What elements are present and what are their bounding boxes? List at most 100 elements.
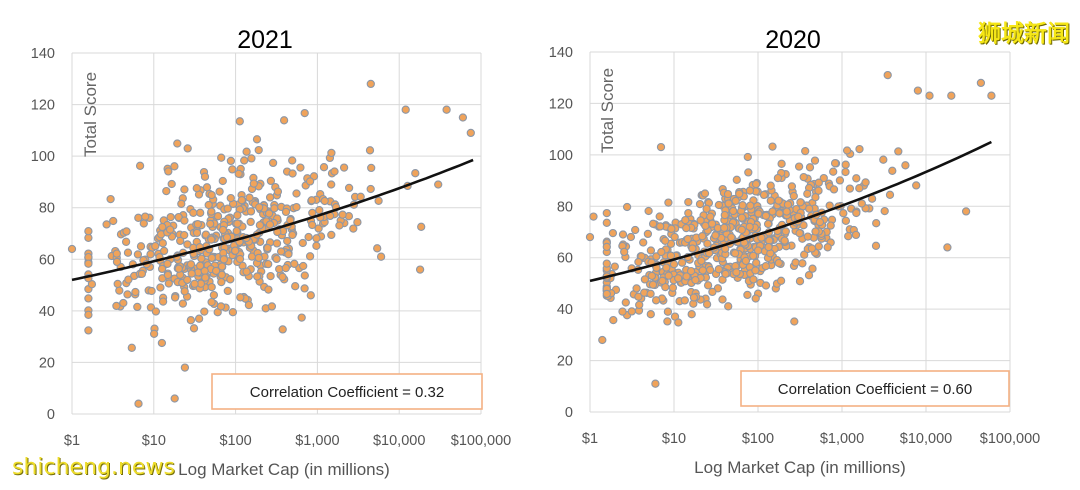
data-point xyxy=(745,186,755,195)
data-point xyxy=(773,173,783,183)
data-point xyxy=(320,196,329,206)
trend-line xyxy=(589,140,992,283)
data-point xyxy=(218,176,227,186)
data-point xyxy=(808,264,817,273)
data-point xyxy=(226,156,236,166)
data-point xyxy=(677,258,687,267)
data-point xyxy=(819,173,828,183)
data-point xyxy=(272,239,282,248)
data-point xyxy=(753,246,763,255)
data-point xyxy=(159,246,169,256)
data-point xyxy=(768,207,777,216)
data-point xyxy=(207,282,216,292)
data-point xyxy=(242,267,251,276)
data-point xyxy=(801,146,810,156)
data-point xyxy=(646,289,655,298)
data-point xyxy=(265,220,275,229)
data-point xyxy=(855,144,864,154)
data-point xyxy=(764,242,773,252)
data-point xyxy=(196,208,205,217)
data-point xyxy=(235,117,244,126)
data-point xyxy=(724,199,733,208)
data-point xyxy=(242,147,251,156)
data-point xyxy=(233,211,242,220)
data-point xyxy=(186,316,196,325)
data-point xyxy=(206,219,215,229)
data-point xyxy=(219,255,229,264)
x-axis-title: Log Market Cap (in millions) xyxy=(178,460,390,479)
data-point xyxy=(805,163,815,172)
data-point xyxy=(247,154,256,163)
data-point xyxy=(774,258,783,268)
data-point xyxy=(610,262,619,271)
data-point xyxy=(738,201,747,210)
y-axis-ticks: 0 20 40 60 80 100 120 140 xyxy=(31,46,55,423)
data-point xyxy=(297,313,306,322)
y-tick-label: 20 xyxy=(557,354,573,370)
data-point xyxy=(127,343,136,352)
data-point xyxy=(684,197,693,207)
data-point xyxy=(602,289,611,299)
data-point xyxy=(648,219,658,228)
chart-title: 2021 xyxy=(237,26,293,54)
y-tick-label: 60 xyxy=(39,252,55,268)
data-point xyxy=(356,192,365,201)
data-point xyxy=(401,105,410,114)
watermark-site: shicheng.news xyxy=(12,455,175,480)
data-point xyxy=(411,169,420,178)
data-point xyxy=(871,241,881,250)
data-point xyxy=(151,241,160,251)
trend-line xyxy=(71,158,474,282)
data-point xyxy=(791,258,800,267)
data-point xyxy=(178,299,188,308)
data-point xyxy=(674,274,683,283)
data-point xyxy=(165,225,175,234)
data-point xyxy=(339,163,349,172)
data-point xyxy=(87,280,97,289)
data-point xyxy=(766,181,775,190)
data-point xyxy=(705,265,715,275)
data-point xyxy=(814,178,823,187)
data-point xyxy=(278,272,287,282)
y-tick-label: 0 xyxy=(565,405,573,421)
data-point xyxy=(647,271,657,281)
data-point xyxy=(106,194,115,204)
data-point xyxy=(735,189,744,198)
x-tick-label: $100 xyxy=(219,433,251,449)
data-point xyxy=(618,230,628,239)
y-axis-ticks: 0 20 40 60 80 100 120 140 xyxy=(549,45,573,421)
data-point xyxy=(845,184,855,193)
data-points xyxy=(585,70,996,388)
data-point xyxy=(796,198,805,207)
data-point xyxy=(335,221,344,230)
data-point xyxy=(319,163,329,172)
data-point xyxy=(458,113,468,122)
data-point xyxy=(602,208,611,218)
data-point xyxy=(632,284,641,293)
x-tick-label: $10,000 xyxy=(900,431,952,447)
data-point xyxy=(872,219,881,228)
data-point xyxy=(800,250,809,259)
data-point xyxy=(706,212,715,221)
data-points xyxy=(67,79,475,408)
data-point xyxy=(281,207,291,217)
data-point xyxy=(307,196,316,205)
data-point xyxy=(149,329,159,338)
watermark-brand: 狮城新闻 xyxy=(978,21,1070,47)
data-point xyxy=(744,168,753,177)
data-point xyxy=(810,156,820,165)
data-point xyxy=(174,264,183,273)
data-point xyxy=(777,159,786,168)
data-point xyxy=(288,156,297,165)
data-point xyxy=(204,200,213,210)
data-point xyxy=(857,199,866,208)
data-point xyxy=(799,221,808,230)
data-point xyxy=(133,302,142,312)
data-point xyxy=(267,302,277,311)
data-point xyxy=(752,258,761,268)
y-tick-label: 120 xyxy=(549,96,573,112)
data-point xyxy=(217,262,227,271)
data-point xyxy=(732,175,741,184)
data-point xyxy=(912,181,921,190)
